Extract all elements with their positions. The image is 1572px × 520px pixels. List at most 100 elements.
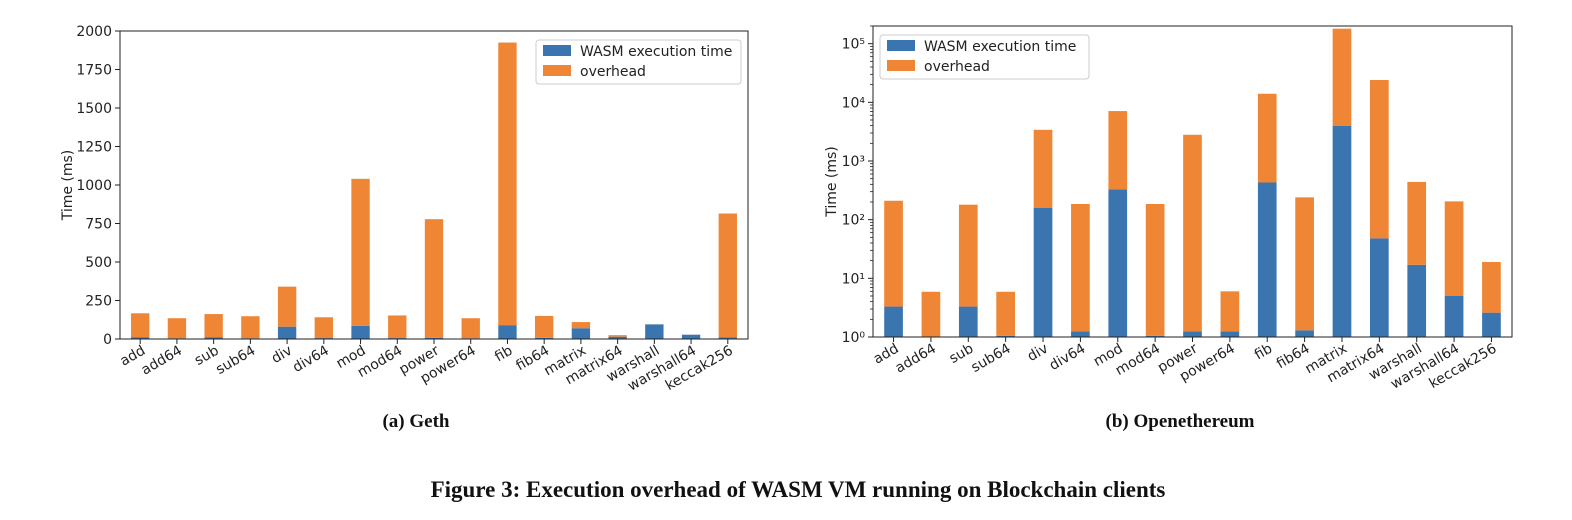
wasm-bar-matrix bbox=[571, 328, 591, 339]
figure-caption: Figure 3: Execution overhead of WASM VM … bbox=[431, 477, 1166, 502]
caption-openethereum: (b) Openethereum bbox=[1106, 411, 1255, 432]
y-axis-label: Time (ms) bbox=[60, 150, 76, 222]
y-tick-label: 10³ bbox=[842, 154, 865, 170]
legend-swatch bbox=[543, 45, 571, 56]
overhead-bar-power bbox=[424, 219, 444, 338]
overhead-bar-power64 bbox=[461, 318, 480, 339]
x-tick-label: add64 bbox=[139, 343, 185, 379]
y-tick-label: 500 bbox=[85, 255, 112, 271]
overhead-bar-sub64 bbox=[996, 291, 1015, 336]
x-tick-label: fib bbox=[492, 343, 515, 366]
wasm-bar-fib bbox=[498, 325, 517, 339]
overhead-bar-mod bbox=[351, 178, 370, 326]
x-tick-label: add64 bbox=[893, 341, 939, 377]
overhead-bar-fib64 bbox=[1295, 197, 1314, 331]
wasm-bar-matrix64 bbox=[608, 336, 627, 339]
wasm-bar-power64 bbox=[1220, 331, 1240, 337]
wasm-bar-div bbox=[277, 326, 297, 339]
overhead-bar-sub bbox=[958, 204, 978, 307]
legend-label: WASM execution time bbox=[924, 39, 1076, 55]
wasm-bar-sub bbox=[958, 306, 978, 337]
overhead-bar-matrix64 bbox=[1370, 80, 1389, 239]
y-tick-label: 10¹ bbox=[842, 271, 865, 287]
x-tick-label: sub64 bbox=[969, 341, 1014, 376]
overhead-bar-sub64 bbox=[241, 316, 260, 339]
y-axis-label: Time (ms) bbox=[824, 146, 840, 218]
overhead-bar-power64 bbox=[1220, 291, 1240, 332]
overhead-bar-mod64 bbox=[1145, 203, 1165, 336]
wasm-bar-div64 bbox=[1071, 331, 1090, 337]
y-tick-label: 750 bbox=[85, 217, 112, 233]
wasm-bar-warshall bbox=[1407, 264, 1427, 337]
wasm-bar-mod64 bbox=[1145, 335, 1165, 337]
y-tick-label: 10⁵ bbox=[842, 37, 865, 53]
overhead-bar-div bbox=[277, 286, 297, 327]
overhead-bar-matrix bbox=[1332, 28, 1352, 126]
x-tick-label: div64 bbox=[290, 343, 332, 376]
wasm-bar-add bbox=[884, 306, 903, 337]
overhead-bar-warshall64 bbox=[1444, 201, 1464, 296]
legend-swatch bbox=[887, 40, 915, 51]
legend-swatch bbox=[887, 60, 915, 71]
wasm-bar-fib64 bbox=[534, 337, 554, 339]
legend-label: overhead bbox=[580, 64, 646, 80]
wasm-bar-mod bbox=[1108, 189, 1128, 337]
wasm-bar-add bbox=[131, 337, 150, 339]
y-tick-label: 1000 bbox=[76, 178, 112, 194]
x-tick-label: fib bbox=[1252, 341, 1275, 364]
overhead-bar-matrix bbox=[571, 322, 591, 329]
wasm-bar-fib64 bbox=[1295, 330, 1314, 337]
overhead-bar-fib64 bbox=[534, 315, 554, 338]
legend-swatch bbox=[543, 65, 571, 76]
overhead-bar-mod64 bbox=[388, 315, 407, 339]
overhead-bar-mod bbox=[1108, 111, 1128, 190]
y-tick-label: 250 bbox=[85, 294, 112, 310]
overhead-bar-power bbox=[1183, 134, 1202, 332]
legend-box bbox=[879, 34, 1090, 80]
wasm-bar-power bbox=[424, 337, 444, 339]
overhead-bar-sub bbox=[204, 314, 223, 338]
overhead-bar-keccak256 bbox=[718, 213, 737, 338]
overhead-bar-keccak256 bbox=[1482, 261, 1501, 313]
overhead-bar-add64 bbox=[921, 291, 941, 337]
wasm-bar-warshall64 bbox=[1444, 295, 1464, 337]
legend-label: overhead bbox=[924, 59, 990, 75]
y-tick-label: 1250 bbox=[76, 140, 112, 156]
legend-label: WASM execution time bbox=[580, 44, 732, 60]
wasm-bar-matrix bbox=[1332, 125, 1352, 338]
overhead-bar-add bbox=[884, 200, 903, 307]
y-tick-label: 0 bbox=[103, 332, 112, 348]
wasm-bar-keccak256 bbox=[718, 337, 737, 339]
x-tick-label: sub64 bbox=[213, 343, 258, 378]
wasm-bar-matrix64 bbox=[1370, 238, 1389, 337]
y-tick-label: 2000 bbox=[76, 24, 112, 40]
overhead-bar-div64 bbox=[1071, 203, 1090, 332]
wasm-bar-keccak256 bbox=[1482, 312, 1501, 337]
chart-geth: 0 250 500 750 1000 1250 1500 1750 2000 Time (ms) a… bbox=[60, 24, 749, 395]
wasm-bar-warshall64 bbox=[681, 334, 701, 339]
y-tick-label: 1500 bbox=[76, 101, 112, 117]
overhead-bar-div64 bbox=[314, 317, 334, 339]
wasm-bar-power bbox=[1183, 331, 1202, 337]
overhead-bar-warshall bbox=[1407, 181, 1427, 265]
wasm-bar-div bbox=[1033, 207, 1053, 337]
overhead-bar-div bbox=[1033, 129, 1053, 208]
x-tick-label: div64 bbox=[1047, 341, 1089, 374]
caption-geth: (a) Geth bbox=[382, 411, 449, 432]
wasm-bar-fib bbox=[1257, 182, 1277, 337]
overhead-bar-fib bbox=[1257, 93, 1277, 183]
wasm-bar-sub64 bbox=[996, 335, 1015, 337]
overhead-bar-matrix64 bbox=[608, 335, 627, 337]
y-tick-label: 10⁴ bbox=[842, 95, 866, 111]
wasm-bar-mod bbox=[351, 325, 370, 339]
wasm-bar-sub bbox=[204, 337, 223, 339]
y-tick-label: 1750 bbox=[76, 63, 112, 79]
wasm-bar-warshall bbox=[645, 324, 664, 339]
overhead-bar-add bbox=[131, 313, 150, 338]
y-tick-label: 10² bbox=[842, 213, 865, 229]
overhead-bar-add64 bbox=[167, 318, 187, 339]
legend-box bbox=[535, 39, 742, 85]
overhead-bar-fib bbox=[498, 42, 517, 326]
